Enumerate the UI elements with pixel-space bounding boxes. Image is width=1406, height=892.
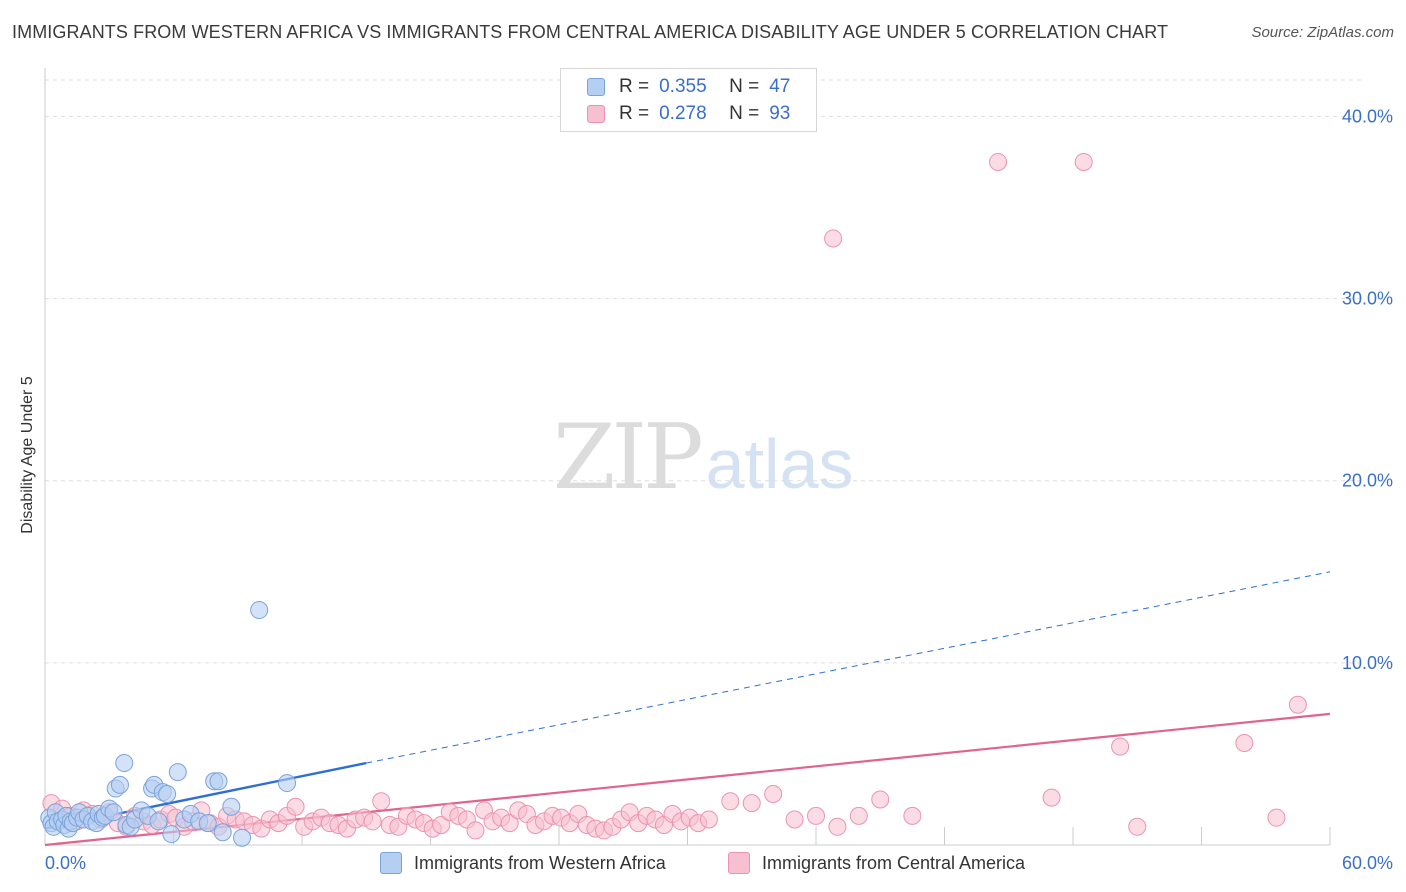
legend-row-western-africa: R = 0.355 N = 47 [587,75,790,99]
data-point-central-america [871,790,890,809]
axis-layer [44,68,1331,846]
data-point-central-america [828,817,847,836]
data-point-central-america [1235,734,1254,752]
data-point-western-africa [115,754,134,773]
y-tick-label: 20.0% [1342,471,1393,491]
x-tick-label: 60.0% [1342,853,1393,873]
data-point-western-africa [110,775,129,794]
data-point-central-america [1128,817,1147,836]
data-point-central-america [1074,152,1093,171]
legend-n-label: N = [729,76,760,97]
legend-row-central-america: R = 0.278 N = 93 [587,102,790,126]
y-tick-label: 10.0% [1342,653,1393,673]
legend-r-value: 0.355 [659,76,707,97]
legend-box: R = 0.355 N = 47 R = 0.278 N = 93 [560,68,817,132]
data-point-central-america [742,794,761,813]
data-point-central-america [1267,808,1286,827]
trendline-western-africa-extension [366,571,1331,764]
data-point-central-america [721,792,740,811]
legend-r-label: R = [619,76,650,97]
data-point-central-america [903,806,922,825]
legend-r-value: 0.278 [659,103,707,124]
data-point-western-africa [168,763,187,782]
watermark-atlas: atlas [705,425,854,503]
x-tick-label: 0.0% [45,853,86,873]
legend-n-value: 93 [769,103,791,124]
data-point-central-america [1288,695,1307,714]
legend-n-label: N = [729,103,760,124]
data-point-central-america [1042,788,1061,807]
series-legend: Immigrants from Western Africa Immigrant… [0,852,1406,878]
source-label: Source: ZipAtlas.com [1251,24,1394,41]
data-point-central-america [785,810,804,829]
data-point-western-africa [278,774,297,793]
data-point-western-africa [250,601,269,620]
data-point-central-america [807,806,825,825]
watermark: ZIPatlas [553,405,854,510]
series-label-central-america: Immigrants from Central America [762,852,1026,873]
data-point-central-america [363,812,382,831]
data-point-western-africa [149,812,168,831]
data-point-central-america [432,815,451,834]
series-legend-central-america: Immigrants from Central America [728,852,1025,874]
series-swatch-pink [728,852,750,874]
data-point-western-africa [213,823,232,842]
tick-labels: 10.0% 20.0% 30.0% 40.0% 0.0% 60.0% [45,106,1393,873]
data-point-central-america [824,229,843,248]
data-point-western-africa [209,772,228,791]
data-point-western-africa [158,785,177,803]
legend-swatch-pink [587,105,605,123]
series-swatch-blue [380,852,402,874]
watermark-zip: ZIP [553,405,704,510]
data-point-western-africa [104,803,123,822]
data-point-central-america [764,785,783,803]
data-point-western-africa [198,814,217,833]
series-legend-western-africa: Immigrants from Western Africa [380,852,666,874]
series-label-western-africa: Immigrants from Western Africa [414,852,666,873]
data-point-central-america [286,797,305,816]
legend-n-value: 47 [769,76,791,97]
data-point-central-america [699,810,718,829]
legend-r-label: R = [619,103,650,124]
y-tick-label: 30.0% [1342,289,1393,309]
grid-layer [45,79,1365,664]
data-point-central-america [849,806,868,825]
chart-title: IMMIGRANTS FROM WESTERN AFRICA VS IMMIGR… [12,22,1169,42]
data-point-central-america [500,814,519,833]
data-point-central-america [989,152,1008,171]
western-africa-points [40,601,297,847]
data-point-central-america [466,821,485,840]
data-point-western-africa [162,825,181,844]
data-point-central-america [1111,737,1130,756]
data-point-central-america [372,792,391,811]
data-point-western-africa [222,797,241,816]
legend-swatch-blue [587,78,605,96]
y-tick-label: 40.0% [1342,106,1393,126]
data-point-western-africa [233,828,252,847]
